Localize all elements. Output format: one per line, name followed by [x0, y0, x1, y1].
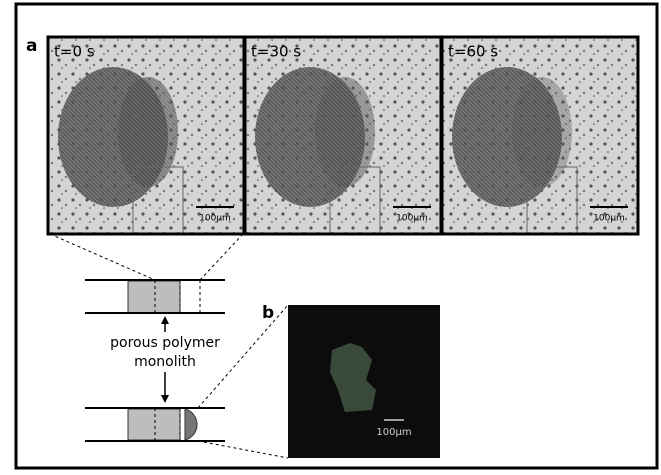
- time-label: t=30 s: [251, 43, 301, 61]
- scale-label: 100μm: [376, 427, 411, 438]
- monolith-region: [315, 77, 375, 187]
- panel-label: a: [26, 36, 37, 56]
- monolith-region: [512, 77, 572, 187]
- scale-label: 100μm: [199, 214, 231, 224]
- diagram-label: monolith: [134, 354, 196, 370]
- scale-label: 100μm: [396, 214, 428, 224]
- time-label: t=60 s: [448, 43, 498, 61]
- diagram-label: porous polymer: [110, 335, 220, 351]
- figure: a t=0 s 100μm t=30 s 100μm t=60 s 100μm porou…: [0, 0, 661, 471]
- panel-label: b: [262, 303, 274, 323]
- scale-label: 100μm: [593, 214, 625, 224]
- time-label: t=0 s: [54, 43, 95, 61]
- monolith-region: [118, 77, 178, 187]
